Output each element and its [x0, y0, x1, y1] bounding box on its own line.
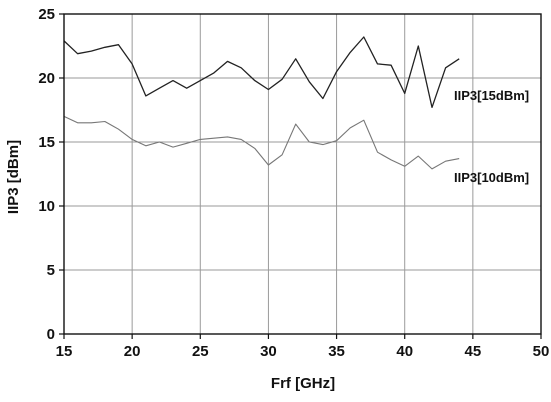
x-tick-label-20: 20 [124, 343, 141, 360]
plot-frame [63, 13, 542, 335]
y-tick-label-25: 25 [38, 6, 55, 23]
x-tick-label-40: 40 [396, 343, 413, 360]
y-tick-label-20: 20 [38, 70, 55, 87]
series-label-iip3-10dbm: IIP3[10dBm] [454, 170, 529, 185]
series-layer [63, 36, 460, 170]
series-line-iip3-10dbm [63, 115, 460, 170]
x-tick-label-45: 45 [465, 343, 482, 360]
axis-layer: 15 20 25 30 35 40 45 50 0 5 10 15 20 25 [38, 6, 549, 360]
y-tick-label-10: 10 [38, 198, 55, 215]
label-layer: Frf [GHz] IIP3 [dBm] IIP3[15dBm] IIP3[10… [5, 88, 529, 392]
x-axis-title: Frf [GHz] [271, 375, 335, 392]
x-tick-label-35: 35 [328, 343, 345, 360]
grid-layer [64, 14, 541, 334]
x-tick-label-15: 15 [56, 343, 73, 360]
x-tick-label-25: 25 [192, 343, 209, 360]
y-tick-label-0: 0 [47, 326, 55, 343]
x-tick-label-50: 50 [533, 343, 550, 360]
series-line-iip3-15dbm [63, 36, 460, 109]
y-axis-title: IIP3 [dBm] [5, 140, 22, 214]
x-tick-label-30: 30 [260, 343, 277, 360]
series-label-iip3-15dbm: IIP3[15dBm] [454, 88, 529, 103]
y-tick-label-5: 5 [47, 262, 55, 279]
y-tick-label-15: 15 [38, 134, 55, 151]
